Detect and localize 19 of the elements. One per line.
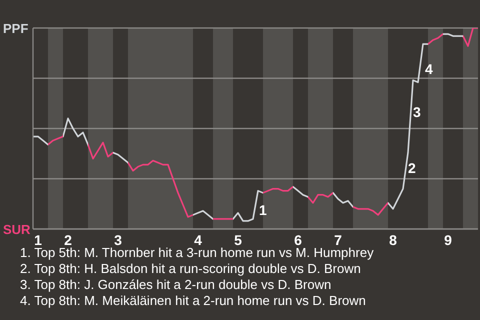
- x-tick-label: 3: [114, 232, 122, 248]
- annotation: 4: [425, 61, 433, 77]
- text: 4. Top 8th: M. Meikäläinen hit a 2-run home run vs D. Brown: [20, 293, 367, 309]
- x-tick-label: 5: [234, 232, 242, 248]
- text: 2. Top 8th: H. Balsdon hit a run-scoring double vs D. Brown: [20, 261, 362, 277]
- annotation: 1: [259, 202, 267, 218]
- text: 3. Top 8th: J. Gonzáles hit a 2-run double vs D. Brown: [20, 277, 332, 293]
- x-tick-label: 4: [194, 232, 202, 248]
- x-tick-label: 9: [444, 232, 452, 248]
- annotation: 3: [413, 104, 421, 120]
- x-tick-label: 8: [389, 232, 398, 248]
- x-tick-label: 6: [294, 232, 302, 248]
- annotation: 2: [408, 160, 416, 176]
- x-tick-label: 7: [334, 232, 342, 248]
- text: 1. Top 5th: M. Thornber hit a 3-run home run vs M. Humphrey: [20, 245, 374, 261]
- text: SUR: [3, 222, 32, 237]
- x-tick-label: 1: [34, 232, 42, 248]
- x-tick-label: 2: [64, 232, 72, 248]
- text: PPF: [3, 21, 28, 36]
